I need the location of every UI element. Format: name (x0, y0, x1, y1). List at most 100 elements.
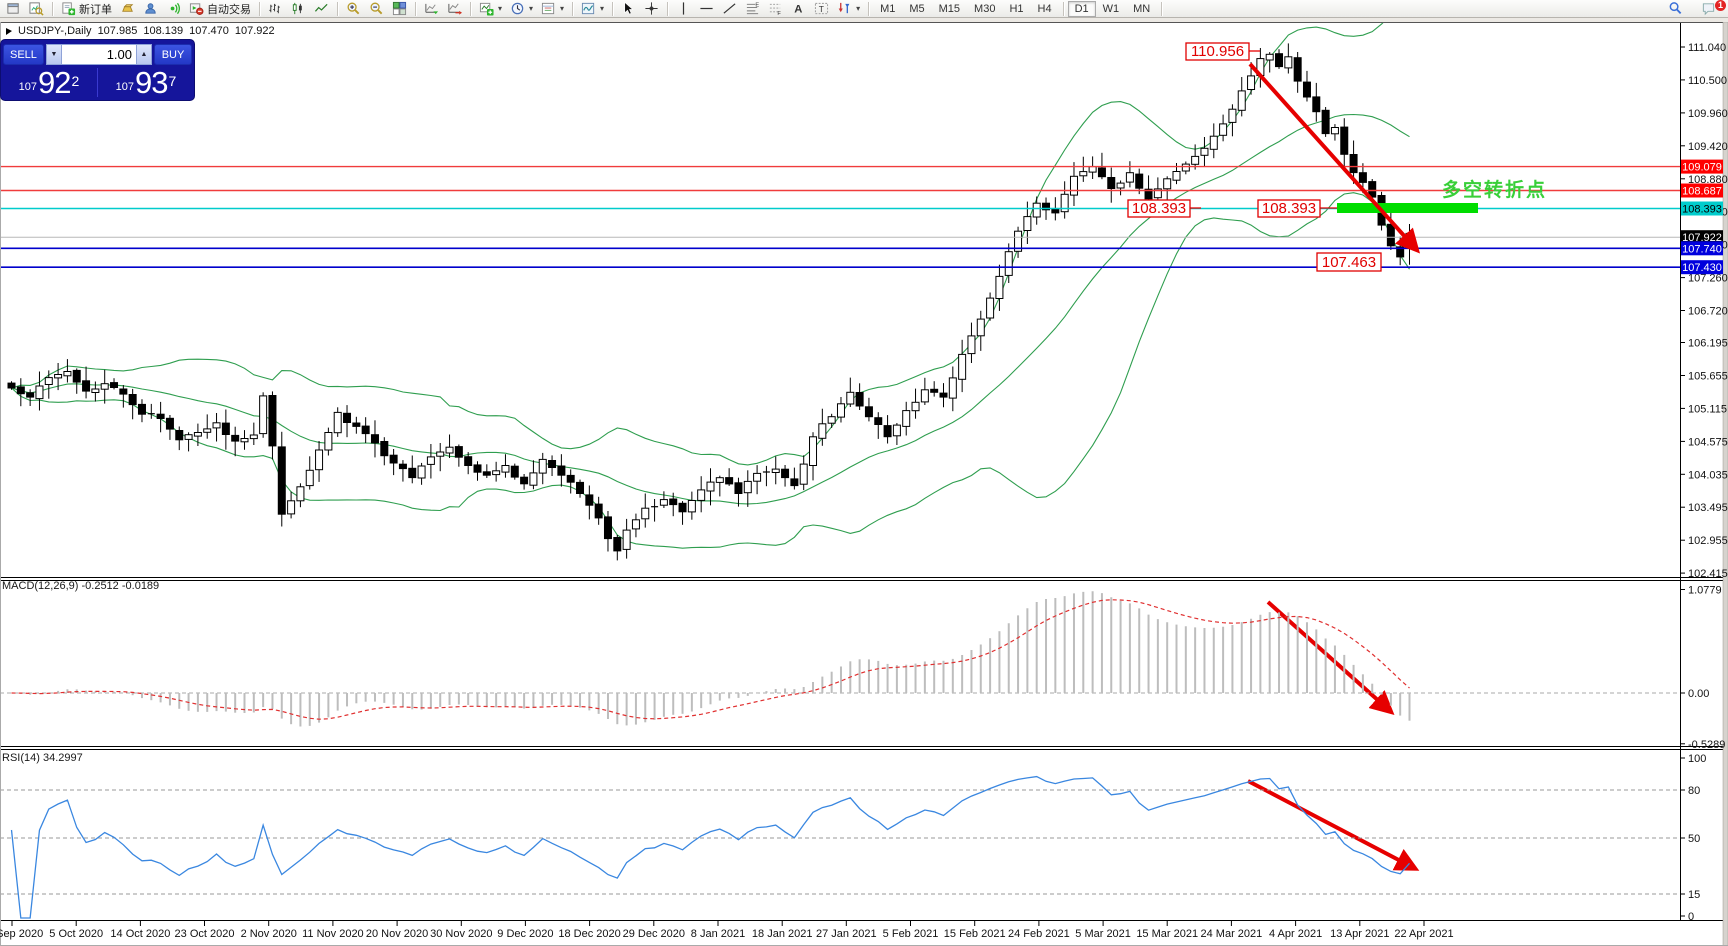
lot-increase-button[interactable]: ▲ (136, 44, 152, 65)
trend-arrow-0[interactable] (1248, 62, 1421, 254)
price-annotation-box[interactable]: 107.463 (1316, 252, 1382, 272)
timeframe-m15-button[interactable]: M15 (932, 1, 967, 17)
chart-magnifier-button[interactable] (25, 1, 48, 17)
gold-button[interactable] (116, 1, 139, 17)
new-chart-button[interactable]: ▾ (475, 1, 506, 17)
timeframe-d1-button[interactable]: D1 (1067, 0, 1096, 17)
lot-size-input[interactable] (61, 44, 136, 65)
svg-text:105.655: 105.655 (1688, 371, 1728, 383)
cursor-icon (621, 1, 636, 16)
channel-button[interactable]: F (764, 1, 787, 17)
macd-name: MACD(12,26,9) (2, 580, 79, 592)
trendline-button[interactable] (718, 1, 741, 17)
cursor-button[interactable] (617, 1, 640, 17)
price-annotation-box[interactable]: 110.956 (1185, 42, 1250, 61)
templates-button[interactable]: ▾ (537, 1, 568, 17)
sell-price[interactable]: 107 92 2 (1, 66, 97, 99)
sell-price-pips: 92 (38, 65, 71, 100)
toolbar-group-0 (2, 0, 48, 17)
chart-window-title: USDJPY-,Daily 107.985 108.139 107.470 10… (6, 25, 275, 37)
timeframe-m5-button[interactable]: M5 (902, 1, 931, 17)
new-order-button[interactable]: 新订单 (57, 1, 116, 17)
rsi-axis: 100 80 50 15 0 (1680, 753, 1706, 923)
sell-button[interactable]: SELL (3, 44, 44, 65)
new-order-icon (61, 1, 76, 16)
zoom-in-button[interactable] (342, 1, 365, 17)
timeframe-mn-button[interactable]: MN (1126, 1, 1157, 17)
fibonacci-button[interactable]: E (741, 1, 764, 17)
svg-text:103.495: 103.495 (1688, 502, 1728, 514)
chart-wave-caret-icon[interactable]: ▾ (600, 4, 605, 13)
svg-text:30 Nov 2020: 30 Nov 2020 (430, 928, 492, 940)
timeframe-h4-button[interactable]: H4 (1031, 1, 1059, 17)
new-chart-caret-icon[interactable]: ▾ (498, 4, 503, 13)
notifications-button[interactable]: 1 (1697, 0, 1726, 17)
zoom-out-button[interactable] (365, 1, 388, 17)
chart-wave-icon (581, 1, 596, 16)
lot-decrease-button[interactable]: ▼ (45, 44, 62, 65)
price-annotation-box[interactable]: 108.393 (1257, 199, 1321, 218)
search-button[interactable] (1664, 1, 1687, 17)
arrows-button[interactable]: ▾ (833, 1, 864, 17)
auto-trade-button[interactable]: 自动交易 (185, 1, 255, 17)
turning-point-annotation[interactable]: 多空转折点 (1442, 178, 1547, 201)
toolbar-separator (415, 1, 416, 16)
trend-arrow-2[interactable] (1247, 779, 1420, 871)
chart-shift-button[interactable] (443, 1, 466, 17)
signal-button[interactable] (162, 1, 185, 17)
window-button[interactable] (2, 1, 25, 17)
auto-scroll-icon (424, 1, 439, 16)
toolbar-separator (612, 1, 614, 16)
svg-text:105.115: 105.115 (1688, 403, 1727, 415)
candles-mode-button[interactable] (287, 1, 310, 17)
text-icon: A (791, 1, 806, 16)
community-button[interactable] (139, 1, 162, 17)
notifications-icon (1701, 1, 1716, 16)
price-annotation-box[interactable]: 108.393 (1127, 199, 1191, 218)
support-highlight-bar[interactable] (1337, 203, 1478, 213)
toolbar-separator (470, 1, 471, 16)
svg-text:106.195: 106.195 (1688, 338, 1728, 350)
crosshair-button[interactable] (640, 1, 663, 17)
vline-button[interactable] (672, 1, 695, 17)
text-button[interactable]: A (787, 1, 810, 17)
zoom-in-icon (346, 1, 361, 16)
bars-mode-button[interactable] (264, 1, 287, 17)
buy-button[interactable]: BUY (154, 44, 192, 65)
text-label-button[interactable]: T (810, 1, 833, 17)
ohlc-high: 108.139 (143, 25, 184, 37)
svg-text:27 Jan 2021: 27 Jan 2021 (816, 928, 877, 940)
tile-windows-button[interactable] (388, 1, 411, 17)
timeframe-w1-button[interactable]: W1 (1096, 1, 1127, 17)
svg-text:F: F (777, 11, 781, 16)
periodicity-button[interactable]: ▾ (506, 1, 537, 17)
svg-text:110.500: 110.500 (1688, 75, 1727, 87)
chart-wave-button[interactable]: ▾ (577, 1, 608, 17)
arrows-caret-icon[interactable]: ▾ (856, 4, 861, 13)
timeframe-m1-button[interactable]: M1 (873, 1, 902, 17)
auto-scroll-button[interactable] (420, 1, 443, 17)
timeframe-m30-button[interactable]: M30 (967, 1, 1002, 17)
templates-icon (541, 1, 556, 16)
toolbar-group-4 (420, 0, 466, 17)
macd-label: MACD(12,26,9) -0.2512 -0.0189 (2, 580, 159, 592)
macd-value: -0.2512 (81, 580, 119, 592)
toolbar-group-5: ▾ ▾ ▾ (475, 0, 568, 17)
periodicity-caret-icon[interactable]: ▾ (529, 4, 534, 13)
buy-price[interactable]: 107 93 7 (98, 66, 194, 99)
line-mode-button[interactable] (310, 1, 333, 17)
svg-text:102.955: 102.955 (1688, 535, 1728, 547)
timeframe-h1-button[interactable]: H1 (1002, 1, 1030, 17)
svg-text:9 Dec 2020: 9 Dec 2020 (497, 928, 553, 940)
templates-caret-icon[interactable]: ▾ (560, 4, 565, 13)
svg-text:8 Jan 2021: 8 Jan 2021 (691, 928, 745, 940)
svg-text:22 Apr 2021: 22 Apr 2021 (1394, 928, 1453, 940)
hline-button[interactable] (695, 1, 718, 17)
toolbar-group-1: 新订单 自动交易 (57, 0, 255, 17)
macd-axis: 1.0779 0.00 -0.5289 (1680, 585, 1725, 751)
svg-text:108.393: 108.393 (1262, 200, 1316, 217)
svg-text:14 Oct 2020: 14 Oct 2020 (110, 928, 170, 940)
toolbar-group-2 (264, 0, 333, 17)
